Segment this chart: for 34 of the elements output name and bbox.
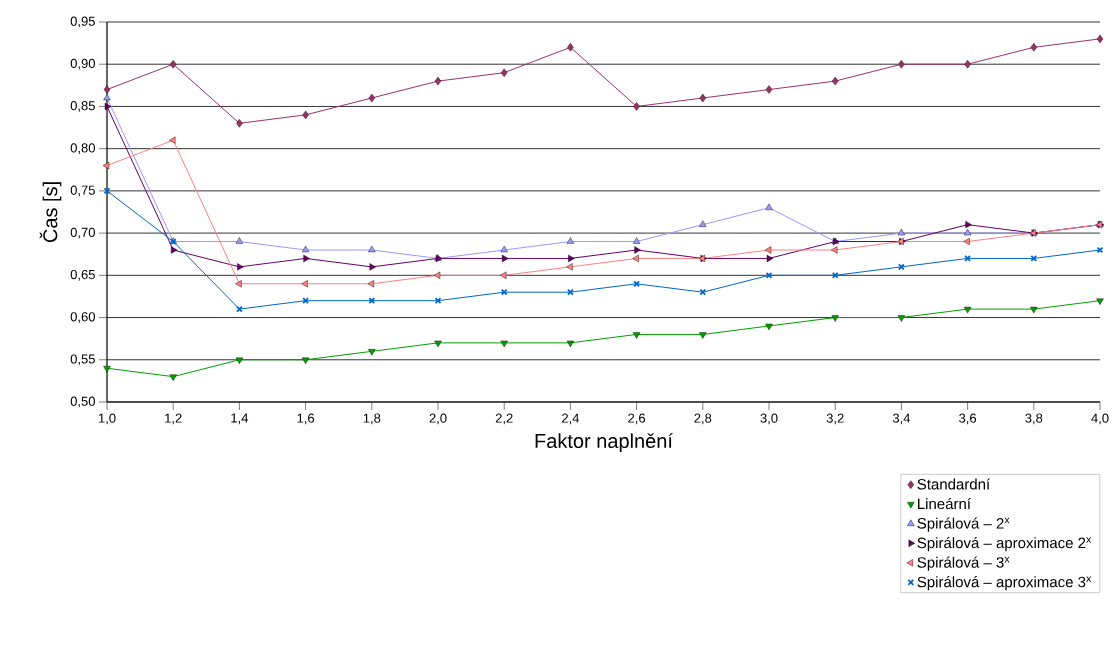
x-tick-label: 3,6 <box>959 413 977 425</box>
x-tick-label: 3,2 <box>826 413 844 425</box>
y-tick-label: 0,85 <box>70 101 95 112</box>
x-tick-label: 1,0 <box>98 413 116 425</box>
y-tick-label: 0,65 <box>70 269 95 281</box>
x-tick-label: 2,2 <box>495 413 513 425</box>
x-tick-label: 2,8 <box>694 413 712 425</box>
y-tick-label: 0,70 <box>70 227 95 239</box>
y-tick-label: 0,95 <box>70 16 95 28</box>
x-tick-label: 3,4 <box>892 413 911 425</box>
x-tick-label: 1,8 <box>363 413 381 425</box>
y-axis-title: Čas [s] <box>39 182 62 243</box>
legend-label: Spirálová – aproximace 2$^{x}$ <box>917 537 1092 552</box>
x-tick-label: 2,0 <box>429 413 447 425</box>
y-tick-label: 0,55 <box>70 354 95 366</box>
y-tick-label: 0,75 <box>70 185 95 197</box>
legend-label: Spirálová – aproximace 3$^{x}$ <box>917 576 1092 591</box>
y-tick-label: 0,60 <box>70 312 95 323</box>
x-tick-label: 4,0 <box>1091 413 1109 425</box>
x-tick-label: 1,4 <box>231 413 249 425</box>
x-tick-label: 3,8 <box>1025 413 1043 425</box>
x-tick-label: 1,6 <box>297 413 315 425</box>
legend-label: Spirálová – 3$^{x}$ <box>917 556 1010 571</box>
x-tick-label: 2,6 <box>628 413 646 425</box>
y-tick-label: 0,50 <box>70 396 95 408</box>
legend-label: Spirálová – 2$^{x}$ <box>917 517 1010 532</box>
legend-label: Lineární <box>918 497 971 510</box>
legend-label: Standardní <box>917 478 991 490</box>
x-axis-title: Faktor naplnění <box>535 433 673 453</box>
x-tick-label: 1,2 <box>165 413 182 425</box>
x-tick-label: 3,0 <box>760 413 778 425</box>
y-tick-label: 0,90 <box>70 58 95 70</box>
x-tick-label: 2,4 <box>562 413 580 425</box>
y-tick-label: 0,80 <box>70 143 95 155</box>
